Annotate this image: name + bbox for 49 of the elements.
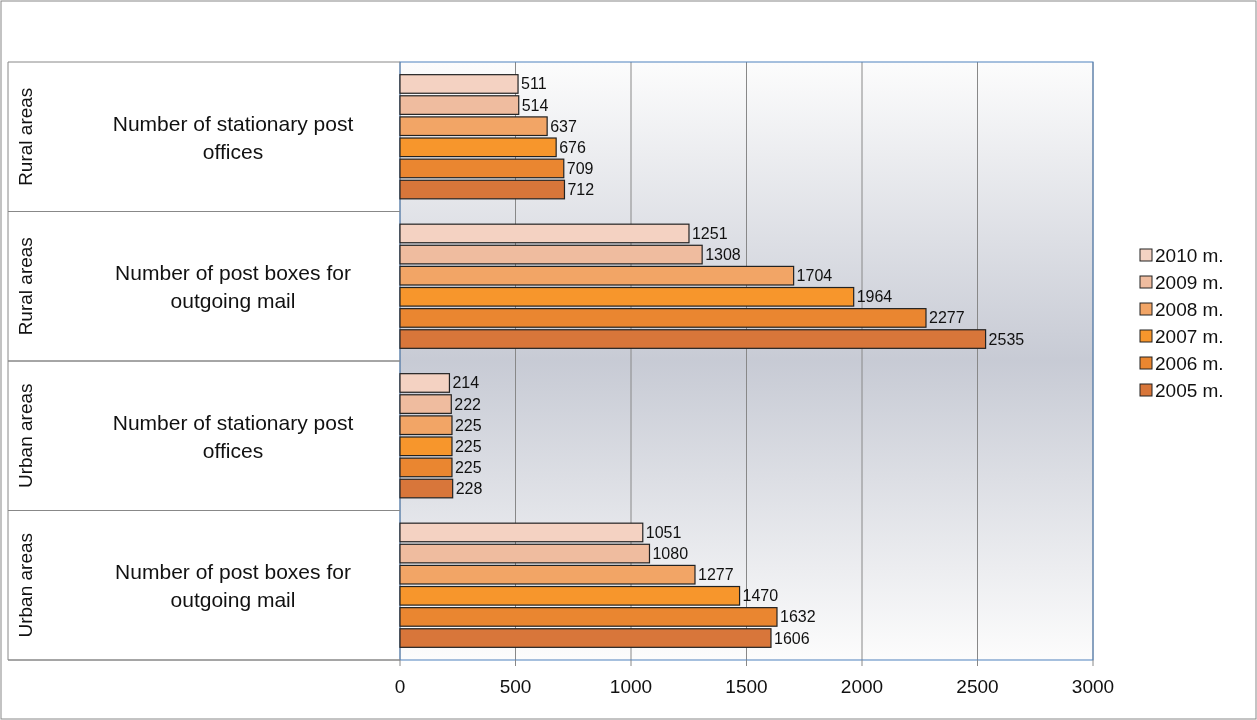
x-tick-label: 1000 <box>609 676 653 697</box>
data-label: 1632 <box>779 608 816 626</box>
text: Rural areas <box>14 87 36 186</box>
x-tick-label: 2500 <box>956 676 999 697</box>
bar <box>399 179 566 200</box>
data-label: 225 <box>454 437 482 455</box>
y-tick-label: Number of post boxes for outgoing mail <box>115 559 351 611</box>
x-tick-label: 3000 <box>1071 676 1115 697</box>
text: Rural areas <box>14 237 36 336</box>
data-label: 1051 <box>645 523 682 541</box>
x-tick-label: 2000 <box>840 676 884 697</box>
data-label: 1470 <box>742 587 779 605</box>
y-tick-label: Number of stationary post offices <box>112 111 354 163</box>
legend-label: 2008 m. <box>1155 298 1224 320</box>
data-label: 1308 <box>705 246 741 264</box>
x-tick-label: 0 <box>394 676 406 697</box>
x-tick-label: 1500 <box>725 676 768 697</box>
data-label: 225 <box>454 416 482 434</box>
data-label: 1704 <box>796 267 833 285</box>
bar <box>399 522 644 543</box>
bar <box>399 223 690 244</box>
data-label: 511 <box>521 75 547 93</box>
legend-label: 2009 m. <box>1155 271 1224 293</box>
x-tick-label: 500 <box>499 676 532 697</box>
data-label: 1964 <box>856 288 893 306</box>
data-label: 514 <box>521 96 549 114</box>
y-tick-label: Number of stationary post offices <box>112 410 354 462</box>
data-label: 676 <box>559 138 586 156</box>
data-label: 214 <box>452 374 480 392</box>
legend-label: 2005 m. <box>1155 379 1224 401</box>
legend-label: 2010 m. <box>1155 244 1224 266</box>
data-label: 1080 <box>652 545 689 563</box>
legend-label: 2006 m. <box>1155 352 1224 374</box>
data-label: 1606 <box>773 629 810 647</box>
text: Urban areas <box>14 532 36 638</box>
data-label: 709 <box>566 159 594 177</box>
data-label: 2277 <box>928 309 965 327</box>
y-tick-label: Number of post boxes for outgoing mail <box>115 260 351 312</box>
data-label: 1277 <box>697 566 734 584</box>
bar <box>399 478 454 499</box>
data-label: 2535 <box>988 330 1025 348</box>
legend-label: 2007 m. <box>1155 325 1224 347</box>
data-label: 222 <box>454 395 482 413</box>
data-label: 1251 <box>691 224 728 242</box>
data-label: 637 <box>550 117 577 135</box>
data-label: 228 <box>455 480 483 498</box>
data-label: 712 <box>567 181 595 199</box>
data-label: 225 <box>454 458 482 476</box>
text: Urban areas <box>14 383 36 489</box>
